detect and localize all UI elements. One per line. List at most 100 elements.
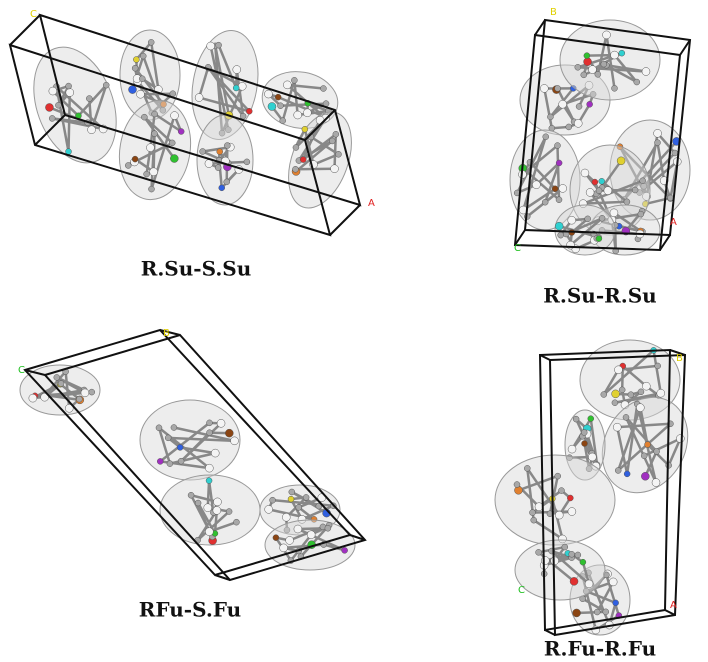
atom	[29, 394, 37, 402]
atom	[555, 222, 563, 230]
atom	[609, 578, 617, 586]
atom	[543, 134, 549, 140]
atom	[165, 435, 171, 441]
atom	[594, 609, 600, 615]
atom	[575, 552, 581, 558]
atom	[292, 166, 298, 172]
atom	[585, 216, 591, 222]
caption: R.Su-R.Su	[543, 284, 656, 308]
atom	[612, 390, 620, 398]
atom	[558, 488, 564, 494]
atom	[333, 131, 339, 137]
atom	[205, 528, 213, 536]
atom	[270, 497, 276, 503]
atom	[76, 396, 82, 402]
atom	[599, 215, 605, 221]
atom	[215, 165, 221, 171]
atom	[58, 381, 64, 387]
atom	[225, 429, 233, 437]
atom	[217, 419, 225, 427]
atom	[547, 114, 553, 120]
atom	[273, 535, 279, 541]
atom	[604, 187, 612, 195]
atom	[125, 162, 131, 168]
caption: R.Fu-R.Fu	[544, 637, 656, 661]
atom	[584, 58, 592, 66]
atom	[619, 50, 625, 56]
atom	[582, 441, 588, 447]
atom	[133, 57, 139, 63]
atom	[280, 118, 286, 124]
atom	[157, 458, 163, 464]
atom	[178, 128, 184, 134]
atom	[216, 42, 222, 48]
atom	[601, 61, 607, 67]
axis-label: A	[670, 600, 677, 611]
atom	[146, 144, 154, 152]
bond	[295, 169, 334, 170]
bond	[69, 93, 70, 152]
atom	[169, 140, 175, 146]
atom	[638, 211, 644, 217]
atom	[555, 85, 561, 91]
atom	[55, 102, 61, 108]
atom	[195, 94, 203, 102]
atom	[634, 79, 640, 85]
atom	[171, 112, 179, 120]
atom	[555, 511, 563, 519]
atom	[541, 557, 549, 565]
atom	[226, 509, 232, 515]
atom	[588, 453, 596, 461]
atom	[81, 389, 89, 397]
atom	[552, 186, 558, 192]
atom	[128, 86, 136, 94]
atom	[170, 155, 178, 163]
atom	[195, 500, 201, 506]
atom	[532, 181, 540, 189]
atom	[233, 519, 239, 525]
atom	[207, 430, 213, 436]
atom	[610, 209, 618, 217]
atom	[574, 119, 582, 127]
atom	[240, 113, 246, 119]
atom	[275, 94, 281, 100]
atom	[283, 81, 291, 89]
atom	[599, 178, 605, 184]
atom	[206, 420, 212, 426]
atom	[217, 149, 223, 155]
atom	[140, 53, 146, 59]
atom	[570, 577, 578, 585]
atom	[289, 489, 295, 495]
atom	[558, 232, 564, 238]
atom	[654, 129, 662, 137]
atom	[296, 504, 302, 510]
atom	[213, 498, 221, 506]
atom	[132, 156, 138, 162]
atom	[88, 126, 96, 134]
atom	[307, 531, 315, 539]
atom	[200, 148, 206, 154]
atom	[207, 42, 215, 50]
atom	[300, 157, 306, 163]
atom	[531, 517, 537, 523]
atom	[542, 199, 548, 205]
atom	[575, 64, 581, 70]
atom	[238, 82, 246, 90]
atom	[628, 392, 634, 398]
atom	[148, 39, 154, 45]
axis-label: A	[368, 198, 375, 209]
atom	[141, 114, 147, 120]
atom	[619, 387, 625, 393]
atom	[233, 66, 241, 74]
atom	[246, 108, 252, 114]
atom	[331, 165, 339, 173]
atom	[211, 449, 219, 457]
atom	[611, 85, 617, 91]
atom	[148, 186, 154, 192]
atom	[592, 179, 598, 185]
atom	[205, 464, 213, 472]
atom	[139, 76, 145, 82]
bond	[140, 94, 172, 95]
atom	[624, 199, 630, 205]
atom	[601, 392, 607, 398]
